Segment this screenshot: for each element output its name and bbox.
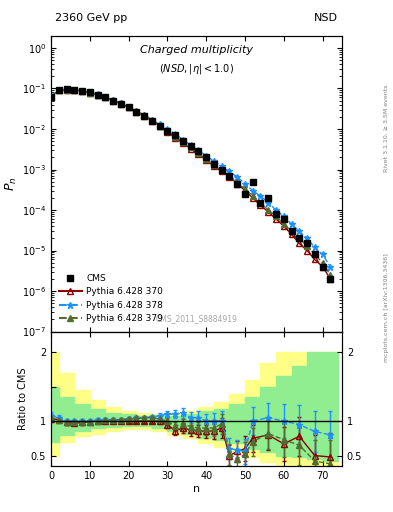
Text: $(NSD, |\eta| < 1.0)$: $(NSD, |\eta| < 1.0)$ — [159, 62, 234, 76]
Legend: CMS, Pythia 6.428 370, Pythia 6.428 378, Pythia 6.428 379: CMS, Pythia 6.428 370, Pythia 6.428 378,… — [55, 270, 167, 327]
Y-axis label: Ratio to CMS: Ratio to CMS — [18, 368, 28, 430]
Text: 2360 GeV pp: 2360 GeV pp — [55, 13, 127, 23]
Text: Rivet 3.1.10, ≥ 3.5M events: Rivet 3.1.10, ≥ 3.5M events — [384, 84, 389, 172]
X-axis label: n: n — [193, 483, 200, 494]
Y-axis label: $P_n$: $P_n$ — [4, 177, 19, 191]
Text: NSD: NSD — [314, 13, 338, 23]
Text: mcplots.cern.ch [arXiv:1306.3436]: mcplots.cern.ch [arXiv:1306.3436] — [384, 253, 389, 361]
Text: Charged multiplicity: Charged multiplicity — [140, 45, 253, 55]
Text: CMS_2011_S8884919: CMS_2011_S8884919 — [156, 314, 237, 323]
